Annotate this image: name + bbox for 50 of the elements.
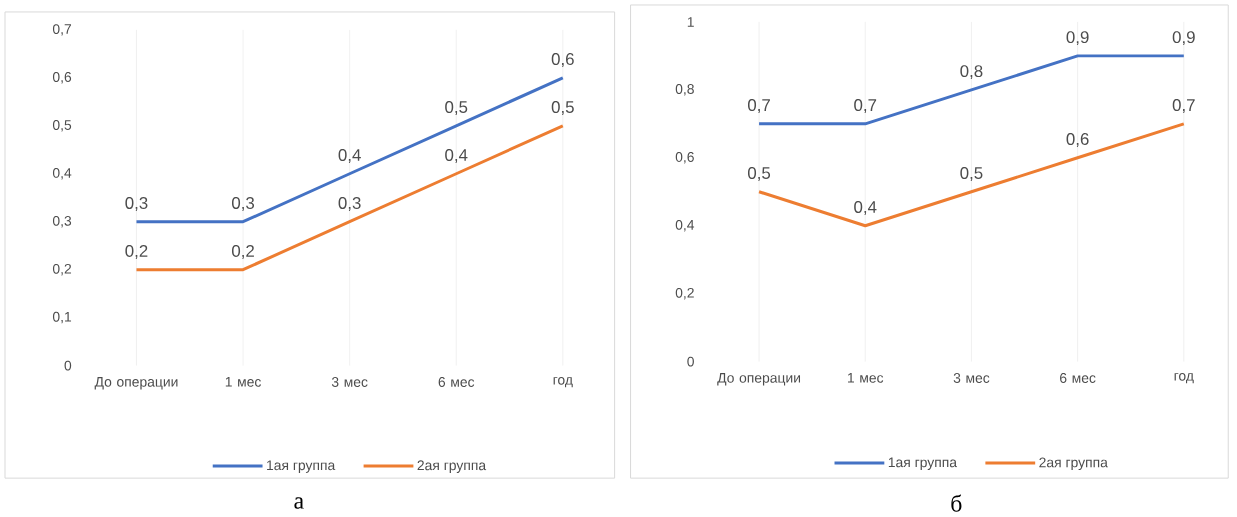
data-label: 0,5 <box>747 167 771 181</box>
y-tick-label: 0,6 <box>675 152 694 164</box>
data-label: 0,2 <box>231 244 254 259</box>
legend-label: 1ая группа <box>888 457 958 470</box>
y-tick-label: 0 <box>64 360 72 371</box>
y-tick-label: 0,3 <box>52 215 72 228</box>
text: б <box>951 494 962 512</box>
y-tick-label: 0,4 <box>675 219 695 232</box>
data-label: 0,6 <box>551 53 574 68</box>
text: а <box>294 497 304 509</box>
x-tick-label: 3 мес <box>953 373 990 383</box>
y-tick-label: 0,2 <box>675 287 694 300</box>
y-tick-label: 0,7 <box>52 24 72 36</box>
x-tick-label: 6 мес <box>1060 373 1096 383</box>
x-tick-label: 3 мес <box>331 377 368 387</box>
y-tick-label: 0,8 <box>675 84 694 96</box>
y-tick-label: 1 <box>687 17 694 27</box>
data-label: 0,6 <box>1066 133 1089 148</box>
y-tick-label: 0,6 <box>52 72 72 84</box>
x-tick-label: До операции <box>717 373 801 386</box>
data-label: 0,4 <box>338 149 361 163</box>
data-label: 0,9 <box>1172 31 1195 46</box>
data-label: 0,7 <box>747 99 770 114</box>
data-label: 0,9 <box>1066 31 1089 46</box>
data-label: 0,7 <box>1172 99 1195 114</box>
legend-label: 2ая группа <box>1039 457 1108 471</box>
x-tick-label: год <box>553 377 573 388</box>
data-label: 0,4 <box>445 149 468 163</box>
legend-label: 2ая группа <box>417 460 487 473</box>
data-label: 0,3 <box>125 196 148 211</box>
x-tick-label: 1 мес <box>848 373 884 383</box>
data-label: 0,3 <box>231 196 255 211</box>
data-label: 0,3 <box>338 196 361 211</box>
data-label: 0,2 <box>125 244 148 259</box>
x-tick-label: 6 мес <box>438 377 475 387</box>
data-label: 0,8 <box>960 65 983 80</box>
data-label: 0,5 <box>551 101 574 116</box>
x-tick-label: 1 мес <box>225 377 261 387</box>
data-label: 0,4 <box>854 201 877 215</box>
y-tick-label: 0,5 <box>52 120 72 132</box>
x-tick-label: год <box>1174 373 1194 384</box>
y-tick-label: 0 <box>687 356 694 367</box>
x-tick-label: До операции <box>94 377 178 390</box>
data-label: 0,5 <box>960 167 983 181</box>
legend-label: 1ая группа <box>267 460 336 473</box>
y-tick-label: 0,4 <box>52 168 72 180</box>
data-label: 0,5 <box>445 101 468 116</box>
y-tick-label: 0,1 <box>52 311 72 324</box>
y-tick-label: 0,2 <box>52 263 72 276</box>
data-label: 0,7 <box>854 99 877 114</box>
